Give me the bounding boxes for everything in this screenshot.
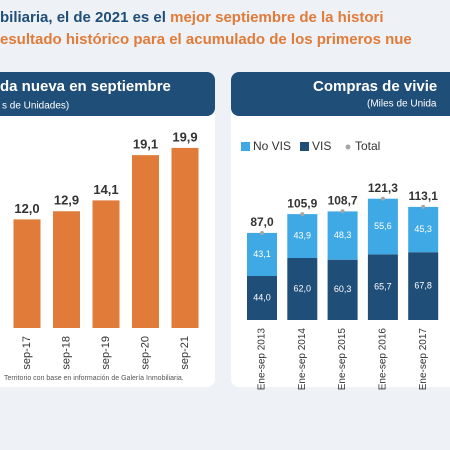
segment-label: 55,6	[374, 221, 392, 231]
headline-orange: mejor septiembre de la histori	[170, 9, 383, 26]
total-label: 121,3	[368, 181, 398, 195]
segment-label: 62,0	[294, 283, 312, 293]
bar-segment	[247, 276, 277, 320]
value-label: 12,0	[14, 201, 39, 216]
bar	[132, 155, 159, 328]
x-tick-label: Ene-sep 2017	[418, 328, 429, 391]
value-label: 19,1	[133, 137, 158, 152]
x-tick-label: sep-21	[179, 336, 191, 370]
headline: biliaria, el de 2021 es el mejor septiem…	[0, 9, 384, 26]
legend-swatch	[300, 142, 309, 151]
segment-label: 43,9	[294, 230, 312, 240]
bar-segment	[408, 252, 439, 320]
bar	[53, 211, 80, 328]
bar-segment	[247, 232, 277, 276]
bar-segment	[287, 258, 318, 320]
segment-label: 60,3	[334, 284, 352, 294]
left-title: da nueva en septiembre	[0, 78, 171, 95]
total-label: 108,7	[328, 193, 358, 207]
right-panel-header	[231, 72, 450, 116]
legend-label: VIS	[312, 139, 331, 153]
legend-label: Total	[355, 139, 380, 153]
headline-line2: esultado histórico para el acumulado de …	[0, 31, 412, 48]
right-subtitle: (Miles de Unida	[367, 99, 437, 110]
x-tick-label: sep-17	[21, 336, 33, 370]
segment-label: 44,0	[253, 292, 271, 302]
bar	[92, 200, 120, 328]
charts: 12,0 sep-17 12,9 sep-18 14,1 sep-19 19,1 sep-20…	[13, 129, 439, 391]
right-title: Compras de vivie	[313, 78, 437, 95]
bar	[171, 147, 199, 328]
total-marker	[340, 209, 345, 214]
x-tick-label: Ene-sep 2015	[337, 328, 348, 391]
bar	[13, 219, 41, 328]
legend-swatch	[345, 144, 351, 150]
bar-segment	[367, 198, 398, 255]
x-tick-label: sep-18	[60, 336, 72, 370]
total-marker	[300, 212, 305, 217]
x-tick-label: sep-19	[100, 336, 112, 370]
bar-segment	[287, 214, 318, 258]
left-subtitle: s de Unidades)	[2, 101, 69, 112]
value-label: 14,1	[93, 182, 118, 197]
bar-segment	[408, 206, 439, 253]
footer-note: Territorio con base en información de Ga…	[4, 375, 184, 382]
bar-segment	[367, 254, 398, 320]
total-marker	[421, 204, 426, 209]
segment-label: 67,8	[414, 280, 432, 290]
x-tick-label: Ene-sep 2014	[297, 328, 308, 391]
total-label: 113,1	[409, 189, 439, 203]
legend-label: No VIS	[253, 139, 291, 153]
segment-label: 48,3	[334, 230, 352, 240]
legend-swatch	[241, 142, 250, 151]
x-tick-label: Ene-sep 2013	[257, 328, 268, 391]
total-label: 87,0	[250, 215, 274, 229]
segment-label: 65,7	[374, 282, 392, 292]
segment-label: 45,3	[414, 224, 432, 234]
segment-label: 43,1	[253, 249, 271, 259]
bar-segment	[327, 259, 358, 320]
total-marker	[260, 231, 264, 235]
total-marker	[380, 196, 385, 201]
bar-segment	[327, 211, 358, 260]
x-tick-label: sep-20	[139, 336, 151, 370]
x-tick-label: Ene-sep 2016	[378, 328, 389, 391]
value-label: 12,9	[54, 193, 79, 208]
value-label: 19,9	[172, 129, 197, 144]
headline-dark: biliaria, el de 2021 es el	[0, 9, 166, 26]
total-label: 105,9	[287, 196, 317, 210]
left-panel-header	[0, 72, 215, 116]
